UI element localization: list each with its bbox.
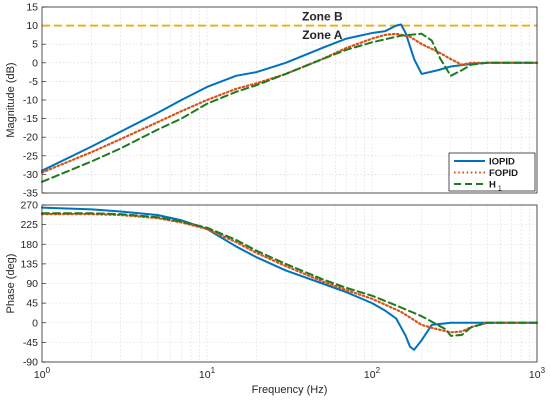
y-tick-label: -30: [23, 169, 38, 181]
magnitude-series-fopid: [40, 32, 539, 174]
x-axis-label: Frequency (Hz): [252, 384, 328, 396]
y-tick-label: -5: [29, 76, 38, 88]
y-tick-label: 225: [20, 219, 38, 231]
y-tick-label: 0: [32, 57, 38, 69]
phase-series-h: [41, 212, 538, 337]
y-tick-label: 270: [20, 200, 38, 212]
phase-panel: -90 -45 0 45 90 135 180 225 270 Phase (deg) 100 101…: [5, 200, 546, 397]
y-tick-label: -45: [23, 337, 38, 349]
y-axis-label: Magnitude (dB): [5, 62, 17, 137]
magnitude-series-iopid: [41, 23, 538, 172]
phase-series-fopid: [40, 213, 539, 334]
magnitude-panel: -35 -30 -25 -20 -15 -10 -5 0 5 10 15 Zone B Zone A Ma…: [5, 2, 539, 200]
y-tick-label: 15: [26, 2, 38, 14]
y-tick-label: -10: [23, 95, 38, 107]
x-tick-label: 100: [34, 366, 51, 381]
phase-axes-frame: [41, 204, 538, 363]
y-tick-label: 90: [26, 278, 38, 290]
zone-label: Zone B: [302, 9, 343, 23]
y-tick-label: -35: [23, 188, 38, 200]
y-tick-label: 10: [26, 20, 38, 32]
y-tick-label: -25: [23, 150, 38, 162]
x-tick-label: 102: [364, 366, 381, 381]
x-tick-label: 101: [199, 366, 216, 381]
magnitude-series-h: [41, 32, 538, 183]
y-tick-label: -20: [23, 132, 38, 144]
y-axis-label: Phase (deg): [5, 254, 17, 314]
y-tick-label: 5: [32, 39, 38, 51]
x-tick-label: 103: [529, 366, 546, 381]
legend-entry-label: FOPID: [489, 168, 518, 179]
zone-label: Zone A: [302, 28, 343, 42]
legend-entry-label: IOPID: [489, 157, 515, 168]
y-tick-label: 0: [32, 317, 38, 329]
y-tick-label: 180: [20, 239, 38, 251]
magnitude-axes-frame: [41, 6, 538, 194]
y-tick-label: 45: [26, 298, 38, 310]
y-tick-label: 135: [20, 258, 38, 270]
phase-series-iopid: [41, 206, 538, 351]
y-tick-label: -90: [23, 357, 38, 369]
y-tick-label: -15: [23, 113, 38, 125]
